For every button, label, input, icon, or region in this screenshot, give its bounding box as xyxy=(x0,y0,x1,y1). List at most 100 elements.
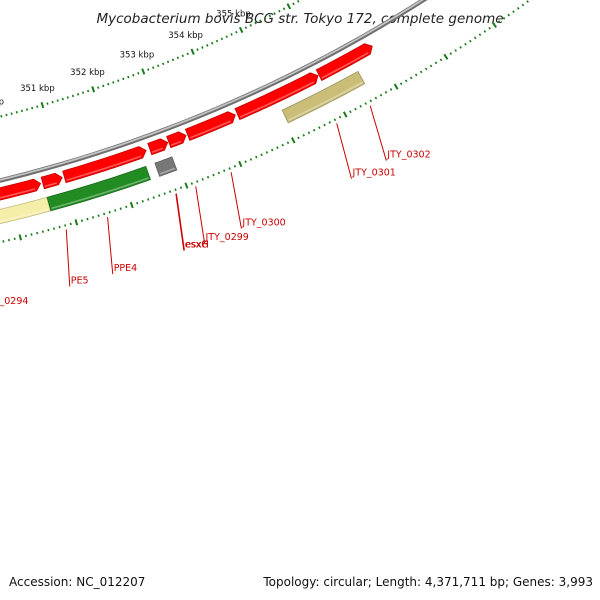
outer-ruler-minor-tick xyxy=(201,178,204,181)
inner-ruler-minor-tick xyxy=(254,21,257,25)
outer-ruler-minor-tick xyxy=(404,79,408,83)
outer-ruler-minor-tick xyxy=(488,26,491,30)
outer-ruler-minor-tick xyxy=(379,93,383,97)
inner-ruler-minor-tick xyxy=(206,44,209,47)
outer-ruler-minor-tick xyxy=(507,13,511,17)
inner-ruler-minor-tick xyxy=(20,109,23,113)
outer-ruler-minor-tick xyxy=(312,128,316,132)
outer-ruler-major-tick xyxy=(291,137,296,144)
gene-label-ppe4: PPE4 xyxy=(114,263,138,274)
outer-ruler-minor-tick xyxy=(13,237,16,240)
outer-ruler-minor-tick xyxy=(119,207,122,210)
outer-ruler-minor-tick xyxy=(36,231,39,235)
gene-label-jty_0302: JTY_0302 xyxy=(386,150,430,161)
inner-ruler-minor-tick xyxy=(201,46,204,49)
leader-line xyxy=(107,217,114,275)
kbp-label: 355 kbp xyxy=(216,10,251,20)
inner-ruler-minor-tick xyxy=(117,79,120,82)
inner-ruler-minor-tick xyxy=(36,105,39,108)
gene-highlight xyxy=(321,52,369,79)
gene-feature-jty_0302 xyxy=(315,43,373,81)
inner-ruler-major-tick xyxy=(40,101,45,109)
inner-ruler-minor-tick xyxy=(273,12,276,15)
leader-line xyxy=(195,186,206,243)
outer-ruler-minor-tick xyxy=(47,228,50,232)
kbp-label: 351 kbp xyxy=(20,84,55,94)
outer-ruler-minor-tick xyxy=(86,217,89,221)
gene-label-leaders xyxy=(65,105,387,287)
outer-ruler-minor-tick xyxy=(276,146,279,149)
gene-feature-jty_0294 xyxy=(0,178,42,201)
inner-ruler-minor-tick xyxy=(132,73,135,77)
outer-ruler-major-tick xyxy=(342,111,348,118)
gene-features xyxy=(0,43,373,225)
inner-ruler-minor-tick xyxy=(210,41,214,45)
outer-ruler-minor-tick xyxy=(196,180,199,183)
inner-ruler-minor-tick xyxy=(56,99,59,102)
outer-ruler-minor-tick xyxy=(364,102,367,105)
outer-tick-ruler xyxy=(2,0,529,243)
inner-ruler-minor-tick xyxy=(15,111,18,114)
inner-ruler-minor-tick xyxy=(292,2,295,6)
gene-highlight xyxy=(44,182,57,188)
leader-line xyxy=(336,123,352,179)
inner-ruler-minor-tick xyxy=(51,100,54,104)
inner-ruler-minor-tick xyxy=(244,26,248,30)
inner-ruler-minor-tick xyxy=(215,39,219,43)
outer-ruler-minor-tick xyxy=(323,123,326,127)
inner-ruler-minor-tick xyxy=(127,75,130,79)
outer-ruler-minor-tick xyxy=(349,110,352,114)
outer-ruler-minor-tick xyxy=(174,188,177,191)
leader-line xyxy=(65,229,71,287)
outer-ruler-minor-tick xyxy=(389,88,393,91)
outer-ruler-minor-tick xyxy=(419,70,423,74)
outer-ruler-minor-tick xyxy=(125,205,128,209)
leader-line xyxy=(230,172,242,229)
inner-ruler-minor-tick xyxy=(157,64,160,68)
inner-ruler-minor-tick xyxy=(152,66,155,70)
outer-ruler-minor-tick xyxy=(179,186,183,189)
inner-ruler-minor-tick xyxy=(249,24,252,27)
outer-ruler-minor-tick xyxy=(223,169,226,173)
gene-highlight xyxy=(189,120,231,139)
inner-ruler-minor-tick xyxy=(87,89,90,93)
outer-ruler-minor-tick xyxy=(429,64,433,68)
gene-feature xyxy=(234,72,319,121)
outer-ruler-minor-tick xyxy=(265,151,269,154)
outer-ruler-minor-tick xyxy=(459,46,462,49)
outer-ruler-minor-tick xyxy=(206,175,210,179)
inner-ruler-minor-tick xyxy=(296,0,300,3)
leader-line xyxy=(175,193,185,251)
inner-ruler-major-tick xyxy=(190,48,195,55)
outer-ruler-minor-tick xyxy=(516,6,520,10)
gene-highlight xyxy=(239,81,315,118)
outer-ruler-minor-tick xyxy=(302,133,305,137)
inner-ruler-minor-tick xyxy=(225,35,228,39)
inner-ruler-major-tick xyxy=(91,86,96,93)
genome-backbone xyxy=(0,0,428,183)
gene-label-esxh: esxH xyxy=(185,239,209,250)
inner-ruler-major-tick xyxy=(286,3,292,10)
inner-ruler-minor-tick xyxy=(137,72,140,75)
outer-ruler-minor-tick xyxy=(7,238,11,242)
gene-highlight xyxy=(170,140,182,146)
inner-ruler-minor-tick xyxy=(31,106,34,110)
gene-feature xyxy=(62,146,147,184)
outer-ruler-minor-tick xyxy=(409,76,413,80)
outer-ruler-minor-tick xyxy=(271,148,274,152)
inner-ruler-minor-tick xyxy=(181,54,184,58)
outer-ruler-minor-tick xyxy=(502,16,506,20)
inner-ruler-minor-tick xyxy=(235,30,238,34)
outer-ruler-minor-tick xyxy=(286,141,290,145)
inner-ruler-minor-tick xyxy=(186,52,189,56)
outer-ruler-minor-tick xyxy=(399,82,403,86)
outer-ruler-major-tick xyxy=(393,83,399,90)
outer-ruler-minor-tick xyxy=(163,192,166,195)
inner-tick-ruler xyxy=(0,0,304,118)
inner-ruler-minor-tick xyxy=(259,19,262,23)
outer-ruler-minor-tick xyxy=(30,233,33,236)
outer-ruler-minor-tick xyxy=(64,224,67,227)
outer-ruler-minor-tick xyxy=(281,143,284,147)
outer-ruler-minor-tick xyxy=(464,42,467,46)
